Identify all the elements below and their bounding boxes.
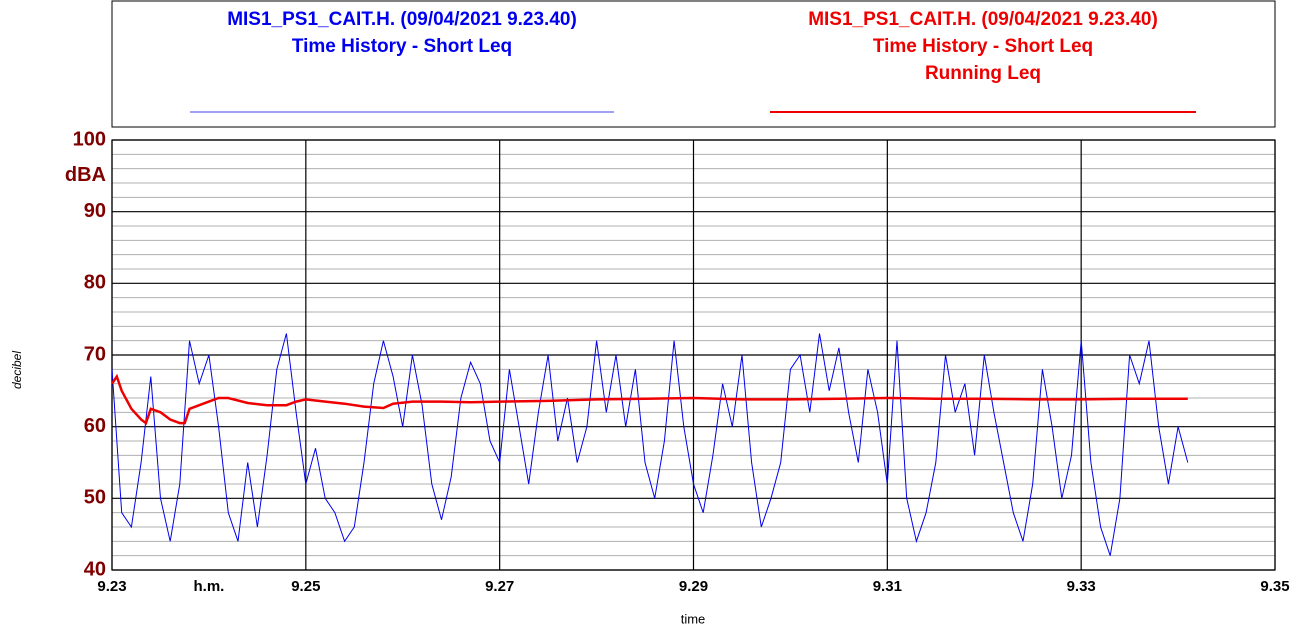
y-tick-label: 60: [84, 415, 106, 437]
x-tick-label: 9.23: [97, 578, 126, 595]
x-axis-label: time: [681, 611, 706, 626]
legend-label: MIS1_PS1_CAIT.H. (09/04/2021 9.23.40): [808, 9, 1158, 30]
x-unit-label: h.m.: [193, 578, 224, 595]
x-tick-label: 9.25: [291, 578, 320, 595]
series-line: [110, 373, 1188, 426]
y-tick-label: 50: [84, 487, 106, 509]
x-tick-label: 9.27: [485, 578, 514, 595]
y-tick-label: 90: [84, 200, 106, 222]
x-tick-label: 9.33: [1067, 578, 1096, 595]
legend-label: MIS1_PS1_CAIT.H. (09/04/2021 9.23.40): [227, 9, 577, 30]
x-tick-label: 9.31: [873, 578, 902, 595]
legend-label: Time History - Short Leq: [873, 36, 1093, 57]
y-tick-label: 100: [73, 128, 106, 150]
plot-border: [111, 139, 1276, 571]
y-tick-label: 40: [84, 558, 106, 580]
y-tick-label: 70: [84, 343, 106, 365]
x-tick-label: 9.35: [1260, 578, 1289, 595]
y-axis-label: decibel: [10, 351, 24, 389]
y-tick-label: 80: [84, 272, 106, 294]
series-line: [111, 333, 1189, 556]
x-tick-label: 9.29: [679, 578, 708, 595]
legend-label: Running Leq: [925, 63, 1041, 84]
y-unit-label: dBA: [65, 164, 106, 186]
legend-box: [111, 0, 1276, 128]
legend-label: Time History - Short Leq: [292, 36, 512, 57]
